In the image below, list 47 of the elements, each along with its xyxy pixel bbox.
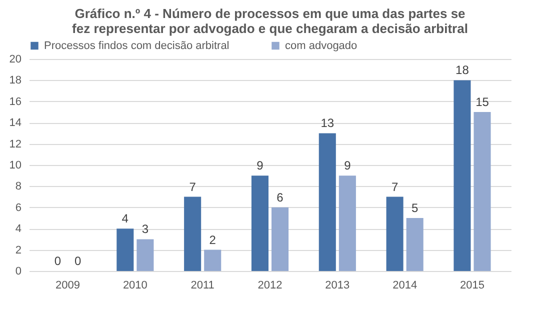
y-tick-label: 14	[9, 117, 22, 130]
data-label: 7	[189, 180, 196, 194]
bar	[338, 176, 356, 271]
data-label: 5	[412, 201, 418, 215]
bar	[454, 80, 471, 271]
data-label: 7	[391, 180, 398, 194]
y-tick-label: 16	[9, 96, 22, 108]
y-tick-label: 4	[15, 223, 22, 236]
bar	[272, 207, 289, 271]
y-tick-label: 0	[15, 266, 22, 278]
legend-label: com advogado	[285, 40, 358, 52]
y-tick-label: 12	[9, 138, 22, 150]
data-label: 4	[122, 212, 129, 226]
legend-label: Processos findos com decisão arbitral	[44, 40, 230, 52]
y-tick-label: 18	[9, 74, 22, 87]
y-tick-label: 8	[15, 180, 22, 193]
x-tick-label: 2012	[258, 280, 282, 292]
y-tick-label: 10	[9, 160, 22, 172]
x-tick-label: 2011	[190, 280, 214, 292]
bar	[136, 239, 154, 271]
data-label: 9	[344, 158, 352, 173]
bar	[474, 112, 491, 271]
data-label: 0	[54, 254, 62, 268]
data-label: 3	[142, 222, 149, 236]
data-label: 13	[320, 116, 334, 130]
y-tick-label: 6	[15, 202, 22, 214]
data-label: 9	[256, 158, 264, 173]
x-tick-label: 2010	[122, 280, 148, 292]
bar	[386, 196, 404, 271]
bar	[251, 176, 268, 271]
x-tick-label: 2015	[460, 280, 484, 292]
bar	[184, 196, 202, 271]
y-tick-label: 2	[15, 244, 22, 256]
bar	[406, 218, 424, 271]
x-tick-label: 2013	[325, 280, 350, 292]
bar	[318, 133, 336, 271]
data-label: 2	[209, 232, 216, 247]
y-tick-label: 20	[9, 54, 22, 66]
data-label: 18	[456, 63, 470, 78]
x-tick-label: 2014	[392, 280, 418, 292]
data-label: 6	[276, 190, 284, 204]
data-label: 0	[74, 254, 82, 268]
chart-title: Gráfico n.º 4 - Número de processos em que uma das partes se fez representar por advogado e que chegaram a decisão arbitral	[72, 6, 468, 36]
x-tick-label: 2009	[56, 280, 80, 292]
data-label: 15	[476, 95, 490, 109]
bar	[204, 250, 222, 271]
bar	[116, 228, 134, 271]
